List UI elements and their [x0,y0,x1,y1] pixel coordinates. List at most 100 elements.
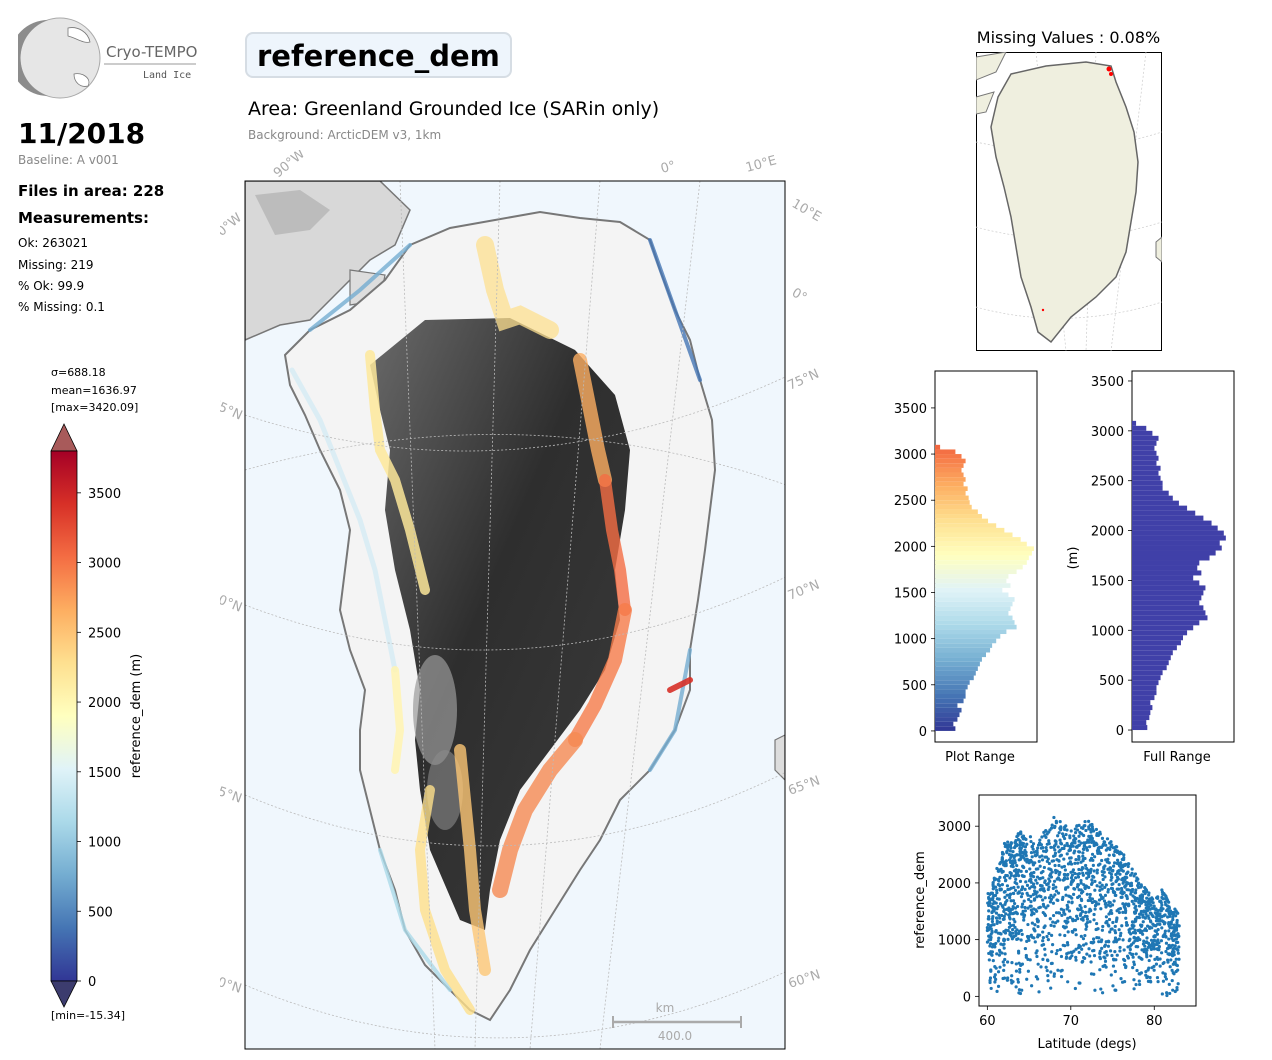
scatter-point [1103,902,1107,906]
scatter-point [1131,952,1135,956]
y-tick-label: 1000 [894,633,927,648]
scatter-point [1113,924,1117,928]
scatter-point [995,952,999,956]
scatter-point [989,969,993,973]
scatter-point [995,888,999,892]
y-tick-label: 500 [902,679,927,694]
scatter-point [995,891,999,895]
scatter-point [1045,859,1049,864]
scatter-point [1058,933,1062,937]
scatter-point [1074,933,1078,937]
scatter-point [1145,936,1149,940]
colorbar-tick-label: 1500 [88,766,121,781]
histogram-bar [935,670,976,676]
histogram-bar [935,458,966,464]
histogram-bar [1132,460,1157,466]
scatter-point [1110,953,1114,958]
scatter-point [1065,941,1070,945]
scatter-point [1104,915,1108,919]
files-in-area: Files in area: 228 [18,182,165,200]
scatter-point [995,921,999,925]
scatter-point [1003,952,1007,956]
histogram-bar [1132,515,1204,521]
histogram-bar [1132,615,1208,621]
histogram-bar [1132,495,1173,501]
scatter-point [1028,835,1033,839]
scatter-point [1064,956,1068,960]
scatter-point [1118,934,1123,938]
scatter-point [1146,924,1150,928]
scatter-point [1052,972,1056,976]
scatter-point [1167,924,1171,928]
lon-label: 0° [659,159,677,177]
histogram-bar [1132,595,1202,601]
scatter-point [1019,895,1024,899]
scatter-point [1005,874,1009,878]
scatter-point [1033,889,1037,893]
scatter-point [1090,825,1094,829]
scatter-point [1009,886,1013,890]
histogram-bar [935,597,1015,602]
scatter-point [1091,874,1095,878]
scatter-point [1142,939,1146,943]
scatter-point [987,938,991,942]
scatter-point [1172,933,1176,937]
scatter-point [996,984,1001,988]
scatter-point [1171,915,1175,919]
scatter-point [1064,925,1068,929]
stat-missing: Missing: 219 [18,258,94,272]
scatter-point [1091,937,1096,941]
scatter-point [1113,950,1117,954]
histogram-bar [935,694,966,699]
scatter-point [1081,866,1085,870]
scatter-point [1017,961,1021,965]
scatter-point [1031,862,1035,866]
scatter-point [1126,862,1131,866]
scatter-point [1112,861,1117,865]
histogram-bar [1132,590,1204,596]
scatter-point [1088,871,1092,875]
scatter-point [1049,923,1053,927]
scatter-point [1098,885,1102,889]
scatter-point [1029,904,1033,908]
scatter-point [1121,938,1125,942]
scatter-point [1052,974,1056,978]
scatter-point [1131,926,1135,930]
scatter-point [1035,890,1039,894]
scatter-point [1111,920,1115,925]
scatter-point [1055,898,1059,902]
scatter-point [1063,868,1067,872]
scatter-point [1041,846,1045,850]
scatter-point [1070,841,1075,845]
scatter-point [1049,875,1054,879]
scatter-point [1176,948,1180,952]
scatter-point [1011,865,1015,869]
scatter-point [1164,977,1169,981]
scatter-point [1011,912,1015,916]
scatter-point [1168,991,1172,996]
scatter-point [1115,858,1120,862]
scatter-point [1006,976,1010,980]
scatter-point [998,931,1002,935]
scatter-point [990,950,995,954]
scatter-point [1094,927,1099,931]
scatter-point [1140,957,1144,961]
x-axis-label: Plot Range [945,750,1015,765]
scatter-point [994,877,998,881]
scatter-point [1106,939,1111,943]
lat-label-left: 70°N [220,590,244,616]
scatter-point [1155,955,1159,960]
y-axis-label: reference_dem [913,851,928,949]
scatter-point [1083,933,1087,938]
scatter-point [1052,815,1056,820]
scatter-point [1158,964,1162,968]
scatter-point [1086,898,1090,903]
scatter-point [1093,888,1097,892]
scatter-point [1017,951,1021,955]
scatter-point [1110,882,1114,887]
scatter-point [1032,870,1036,875]
scatter-point [1014,930,1018,934]
scatter-point [1127,902,1131,906]
scatter-point [1166,915,1170,919]
scatter-point [1099,895,1104,899]
